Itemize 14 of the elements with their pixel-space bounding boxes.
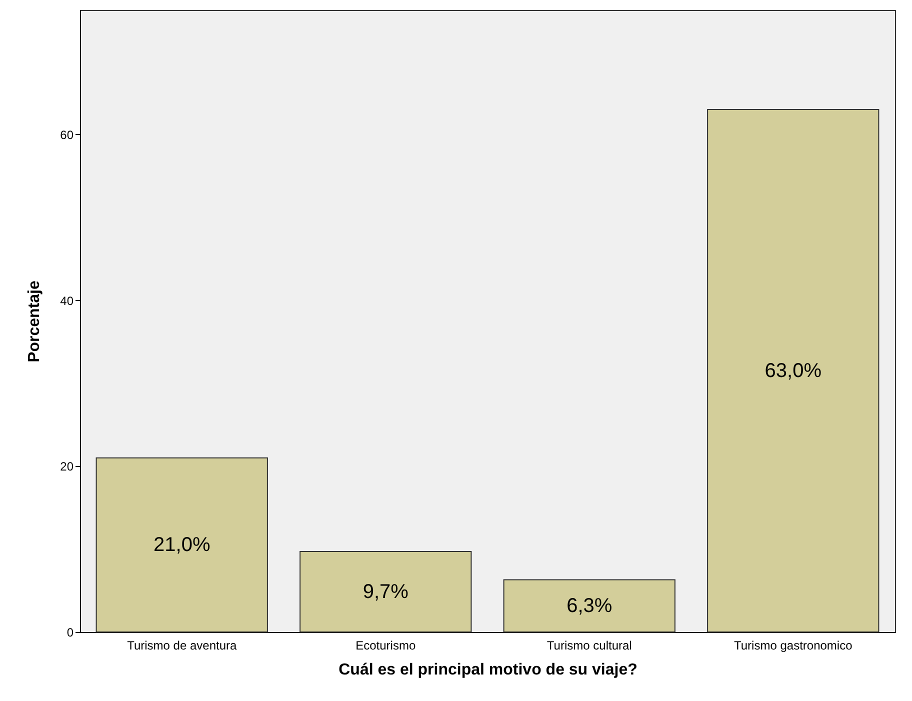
data-label: 21,0%: [154, 534, 210, 556]
x-tick-label: Turismo cultural: [546, 638, 632, 652]
x-tick-label: Turismo gastronomico: [734, 638, 853, 652]
data-label: 9,7%: [362, 580, 409, 603]
x-axis-title: Cuál es el principal motivo de su viaje?: [338, 662, 638, 678]
x-tick-label: Turismo de aventura: [127, 638, 237, 652]
y-axis-title: Porcentaje: [26, 280, 44, 362]
data-label: 6,3%: [566, 594, 612, 617]
y-tick-label: 20: [60, 460, 74, 474]
y-tick-label: 40: [60, 294, 74, 308]
data-label: 63,0%: [764, 360, 822, 382]
x-tick-label: Ecoturismo: [356, 638, 416, 652]
y-tick-label: 60: [60, 128, 74, 142]
y-tick-label: 0: [66, 626, 74, 640]
